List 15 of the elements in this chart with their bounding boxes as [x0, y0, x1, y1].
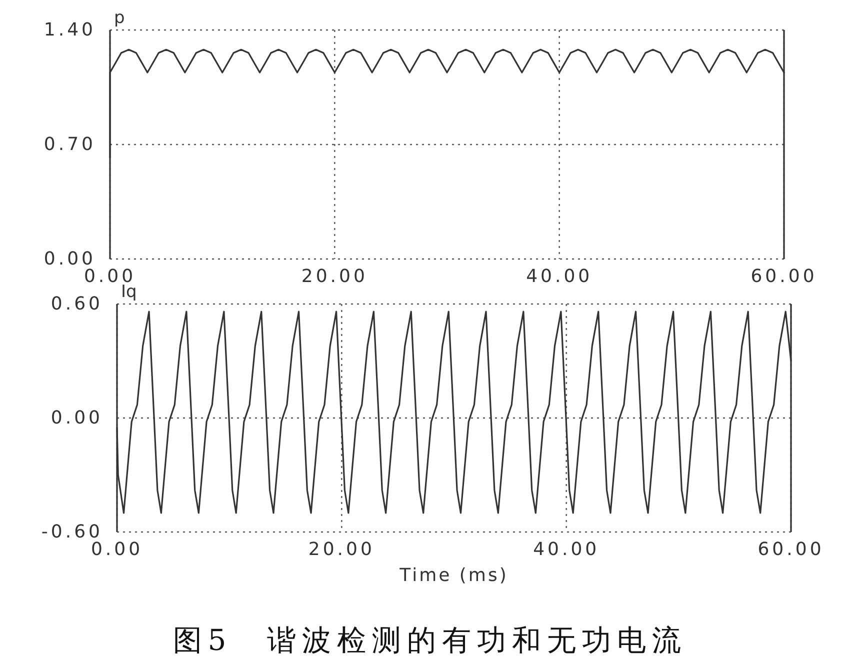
y-axis-title: Iq — [121, 282, 137, 302]
caption: 图5 谐波检测的有功和无功电流 — [172, 623, 688, 657]
x-tick-label: 60.00 — [750, 266, 818, 287]
x-tick-label: 20.00 — [308, 539, 375, 560]
y-axis-title: p — [114, 8, 125, 28]
y-tick-label: 0.60 — [50, 294, 103, 314]
x-tick-label: 40.00 — [533, 539, 600, 560]
x-tick-label: 20.00 — [301, 266, 368, 287]
y-tick-label: 0.00 — [44, 248, 96, 270]
y-tick-label: 0.70 — [44, 134, 96, 155]
y-tick-label: 0.00 — [50, 408, 103, 428]
x-tick-label: 60.00 — [758, 539, 824, 560]
x-axis-title: Time (ms) — [398, 565, 508, 586]
y-tick-label: 1.40 — [44, 20, 96, 40]
x-tick-label: 40.00 — [526, 266, 593, 287]
